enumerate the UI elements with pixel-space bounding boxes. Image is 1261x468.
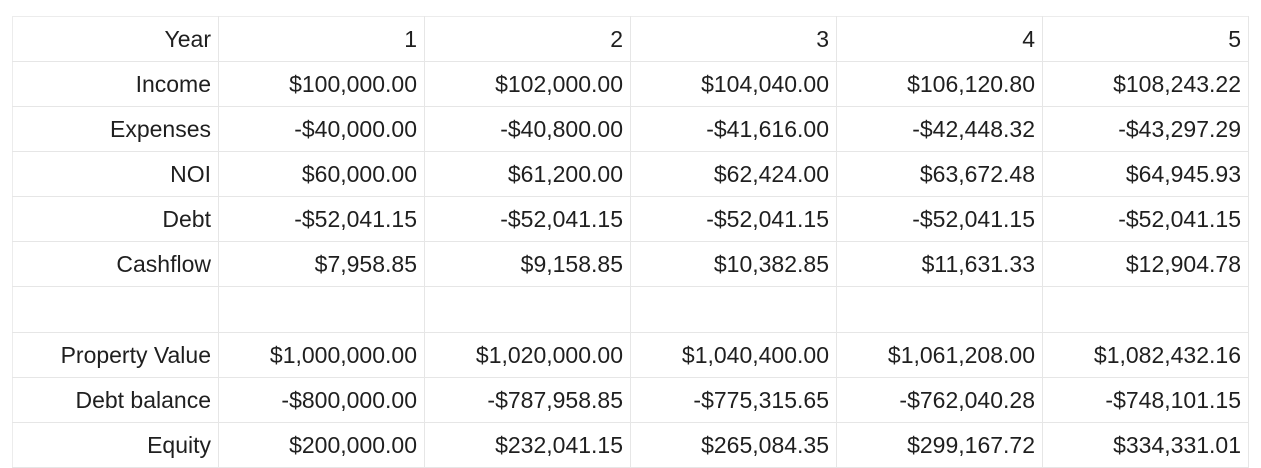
table-cell[interactable]: -$43,297.29 [1042, 106, 1249, 152]
table-row [12, 286, 1249, 333]
table-cell[interactable]: $11,631.33 [836, 241, 1043, 287]
table-cell[interactable]: $9,158.85 [424, 241, 631, 287]
row-label-cell[interactable]: Year [12, 16, 219, 62]
table-cell[interactable]: -$775,315.65 [630, 377, 837, 423]
table-cell[interactable]: $104,040.00 [630, 61, 837, 107]
table-row: Equity $200,000.00 $232,041.15 $265,084.35 $… [12, 422, 1249, 468]
spreadsheet-grid: Year 1 2 3 4 5 Income $100,000.00 $102,000.00 $10… [12, 16, 1249, 468]
table-cell[interactable]: $1,020,000.00 [424, 332, 631, 378]
table-cell[interactable]: $1,061,208.00 [836, 332, 1043, 378]
table-cell[interactable]: $1,082,432.16 [1042, 332, 1249, 378]
table-cell[interactable]: -$800,000.00 [218, 377, 425, 423]
table-cell[interactable]: -$787,958.85 [424, 377, 631, 423]
table-cell[interactable]: $232,041.15 [424, 422, 631, 468]
table-cell[interactable]: 2 [424, 16, 631, 62]
table-cell[interactable]: $100,000.00 [218, 61, 425, 107]
table-cell[interactable]: -$40,000.00 [218, 106, 425, 152]
table-row: Debt balance -$800,000.00 -$787,958.85 -$77… [12, 377, 1249, 423]
table-cell[interactable]: 1 [218, 16, 425, 62]
row-label-cell[interactable]: Debt balance [12, 377, 219, 423]
table-cell[interactable]: 5 [1042, 16, 1249, 62]
table-cell[interactable]: $7,958.85 [218, 241, 425, 287]
table-cell[interactable]: 4 [836, 16, 1043, 62]
table-cell[interactable] [1042, 286, 1249, 333]
table-cell[interactable] [218, 286, 425, 333]
table-cell[interactable]: $108,243.22 [1042, 61, 1249, 107]
table-cell[interactable]: -$52,041.15 [1042, 196, 1249, 242]
table-row: Income $100,000.00 $102,000.00 $104,040.00 $… [12, 61, 1249, 107]
table-cell[interactable]: $106,120.80 [836, 61, 1043, 107]
table-cell[interactable]: $10,382.85 [630, 241, 837, 287]
table-cell[interactable]: $61,200.00 [424, 151, 631, 197]
table-cell[interactable]: -$748,101.15 [1042, 377, 1249, 423]
row-label-cell[interactable]: Debt [12, 196, 219, 242]
table-cell[interactable]: -$762,040.28 [836, 377, 1043, 423]
row-label-cell[interactable]: Expenses [12, 106, 219, 152]
table-cell[interactable]: -$40,800.00 [424, 106, 631, 152]
row-label-cell[interactable] [12, 286, 219, 333]
table-cell[interactable] [836, 286, 1043, 333]
table-cell[interactable]: $1,040,400.00 [630, 332, 837, 378]
table-cell[interactable]: $62,424.00 [630, 151, 837, 197]
table-cell[interactable]: $265,084.35 [630, 422, 837, 468]
table-cell[interactable]: -$52,041.15 [424, 196, 631, 242]
table-row: Expenses -$40,000.00 -$40,800.00 -$41,616.0… [12, 106, 1249, 152]
table-cell[interactable]: $60,000.00 [218, 151, 425, 197]
table-cell[interactable]: $200,000.00 [218, 422, 425, 468]
table-row: Year 1 2 3 4 5 [12, 16, 1249, 62]
table-cell[interactable] [424, 286, 631, 333]
table-row: Property Value $1,000,000.00 $1,020,000.00… [12, 332, 1249, 378]
table-cell[interactable]: $64,945.93 [1042, 151, 1249, 197]
table-cell[interactable]: -$52,041.15 [218, 196, 425, 242]
table-cell[interactable]: -$41,616.00 [630, 106, 837, 152]
table-cell[interactable]: $12,904.78 [1042, 241, 1249, 287]
table-row: Cashflow $7,958.85 $9,158.85 $10,382.85 $11,… [12, 241, 1249, 287]
table-cell[interactable]: -$52,041.15 [836, 196, 1043, 242]
row-label-cell[interactable]: Income [12, 61, 219, 107]
row-label-cell[interactable]: Property Value [12, 332, 219, 378]
row-label-cell[interactable]: NOI [12, 151, 219, 197]
table-cell[interactable]: -$52,041.15 [630, 196, 837, 242]
table-row: Debt -$52,041.15 -$52,041.15 -$52,041.15 -$5… [12, 196, 1249, 242]
table-cell[interactable]: $299,167.72 [836, 422, 1043, 468]
table-cell[interactable]: $63,672.48 [836, 151, 1043, 197]
table-cell[interactable]: -$42,448.32 [836, 106, 1043, 152]
table-cell[interactable] [630, 286, 837, 333]
table-row: NOI $60,000.00 $61,200.00 $62,424.00 $63,672… [12, 151, 1249, 197]
table-cell[interactable]: $334,331.01 [1042, 422, 1249, 468]
row-label-cell[interactable]: Equity [12, 422, 219, 468]
table-cell[interactable]: $1,000,000.00 [218, 332, 425, 378]
table-cell[interactable]: 3 [630, 16, 837, 62]
row-label-cell[interactable]: Cashflow [12, 241, 219, 287]
spreadsheet-body: Year 1 2 3 4 5 Income $100,000.00 $102,000.00 $10… [12, 16, 1249, 468]
table-cell[interactable]: $102,000.00 [424, 61, 631, 107]
